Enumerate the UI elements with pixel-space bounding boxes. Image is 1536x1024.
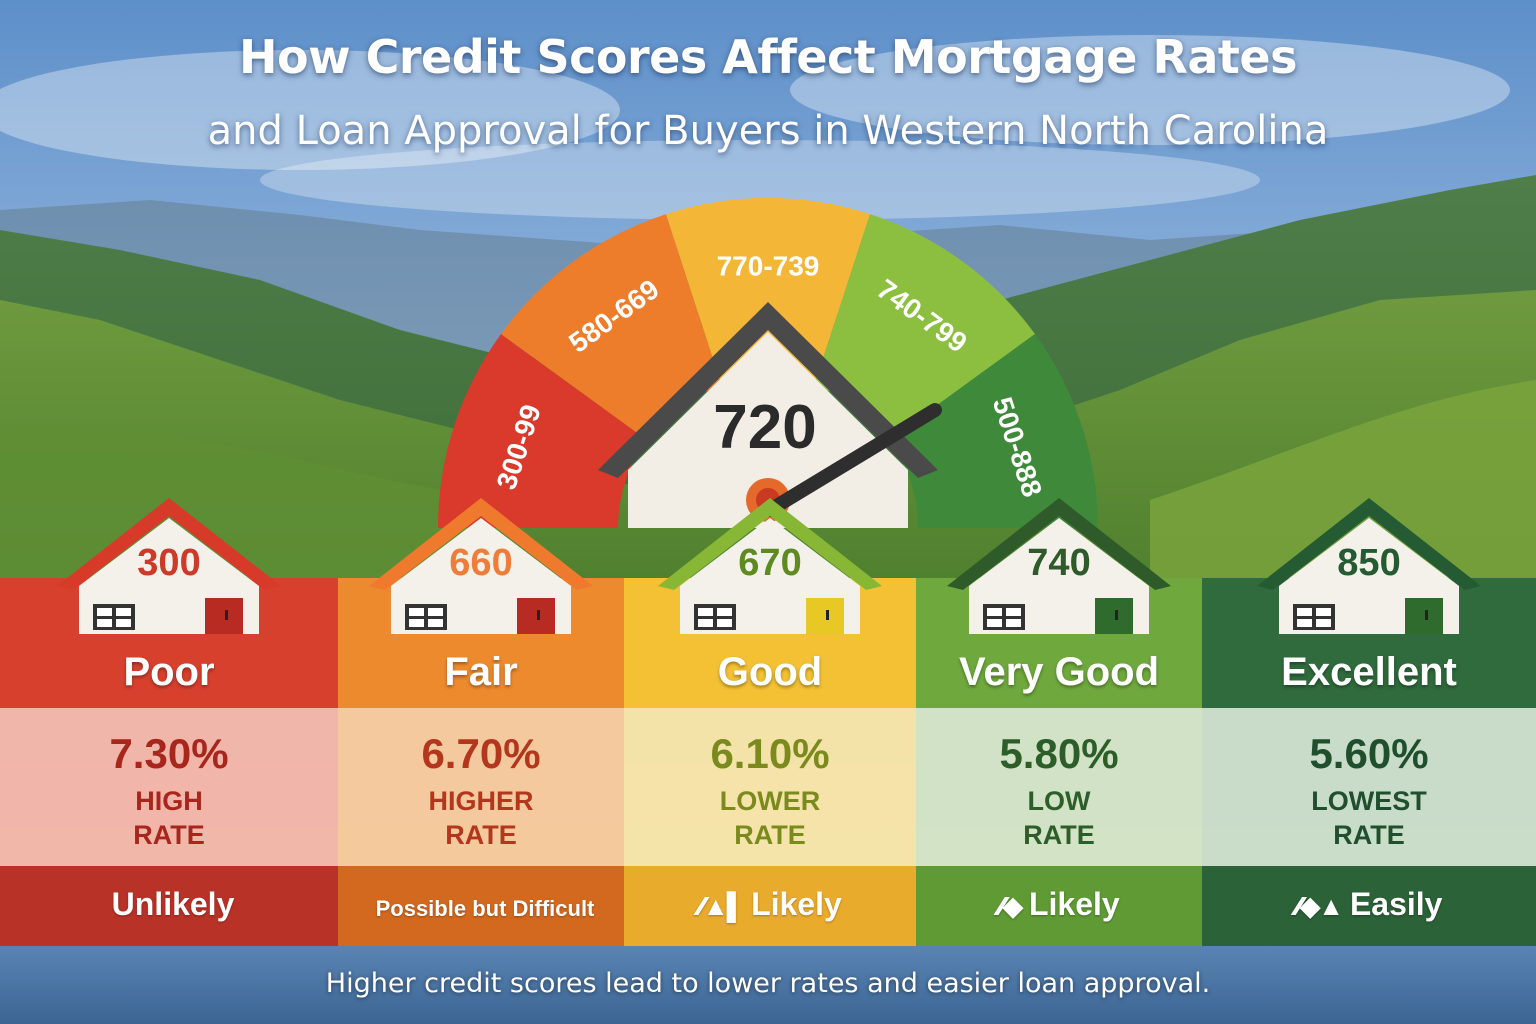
rate-band (916, 708, 1202, 866)
house-score: 670 (738, 542, 802, 584)
approval-status: ⁄⁄◆▲ Easily (1202, 886, 1536, 923)
rate-band (338, 708, 624, 866)
page-title: How Credit Scores Affect Mortgage Rates (238, 30, 1298, 84)
rate-description: LOWEST RATE (1202, 784, 1536, 852)
mortgage-rate: 6.10% (710, 730, 830, 777)
category-label: Poor (123, 650, 215, 694)
approval-band (624, 866, 916, 946)
house-icon (1257, 498, 1481, 634)
rate-description-line-1: LOWEST (1311, 786, 1427, 816)
approval-icon: ⁄⁄▲▌ (698, 891, 745, 921)
category-label: Good (717, 650, 823, 694)
page-subtitle: and Loan Approval for Buyers in Western … (207, 108, 1329, 154)
rate-band (624, 708, 916, 866)
gauge-segment (501, 214, 722, 440)
rate-description: LOWER RATE (624, 784, 916, 852)
approval-band (338, 866, 624, 946)
approval-text: Likely (751, 886, 842, 922)
rate-description-line-2: RATE (1333, 820, 1405, 850)
rate-description-line-2: RATE (133, 820, 205, 850)
house-icon (369, 498, 593, 634)
score-category-poor: 300 Poor 7.30% HIGH RATE Unlikely (0, 498, 338, 946)
approval-text: Likely (1028, 886, 1120, 922)
rate-description-line-1: HIGH (135, 786, 203, 816)
house-score: 740 (1027, 542, 1091, 584)
rate-description-line-1: LOWER (719, 786, 821, 816)
house-icon (57, 498, 281, 634)
rate-band (1202, 708, 1536, 866)
rate-description: HIGHER RATE (338, 784, 624, 852)
house-icon (658, 498, 882, 634)
gauge-segment (438, 334, 647, 528)
rate-description-line-1: LOW (1027, 786, 1091, 816)
approval-status: ⁄⁄◆ Likely (916, 886, 1202, 923)
house-score: 850 (1337, 542, 1401, 584)
mortgage-rate: 5.80% (999, 730, 1119, 777)
category-label: Fair (444, 650, 518, 694)
approval-text: Unlikely (111, 886, 235, 922)
gauge-segment (814, 214, 1035, 440)
approval-status: Unlikely (0, 886, 338, 923)
score-category-columns: 300 Poor 7.30% HIGH RATE Unlikely (0, 498, 1536, 946)
mortgage-rate: 5.60% (1309, 730, 1429, 777)
category-label: Very Good (958, 650, 1160, 694)
score-category-very-good: 740 Very Good 5.80% LOW RATE ⁄⁄◆ Likely (916, 498, 1202, 946)
rate-description: HIGH RATE (0, 784, 338, 852)
approval-icon: ⁄⁄◆▲ (1295, 891, 1344, 921)
current-score: 720 (713, 393, 817, 462)
gauge-segment (889, 334, 1098, 528)
score-category-fair: 660 Fair 6.70% HIGHER RATE Possible but … (338, 498, 624, 946)
rate-description-line-2: RATE (734, 820, 806, 850)
house-score: 660 (449, 542, 513, 584)
mortgage-rate: 7.30% (109, 730, 229, 777)
gauge-needle-icon (763, 403, 942, 517)
score-category-excellent: 850 Excellent 5.60% LOWEST RATE ⁄⁄◆▲ Easi… (1202, 498, 1536, 946)
approval-band (916, 866, 1202, 946)
gauge-segment (666, 198, 870, 386)
rate-band (0, 708, 338, 866)
mortgage-rate: 6.70% (421, 730, 541, 777)
approval-band (1202, 866, 1536, 946)
approval-status: ⁄⁄▲▌ Likely (624, 886, 916, 923)
rate-description-line-2: RATE (445, 820, 517, 850)
approval-status: Possible but Difficult (338, 892, 624, 923)
house-icon (947, 498, 1171, 634)
rate-description: LOW RATE (916, 784, 1202, 852)
rate-description-line-2: RATE (1023, 820, 1095, 850)
approval-icon: ⁄⁄◆ (998, 891, 1023, 921)
house-score: 300 (137, 542, 201, 584)
gauge-segment-label: 770-739 (717, 250, 820, 281)
score-category-good: 670 Good 6.10% LOWER RATE ⁄⁄▲▌ Likely (624, 498, 916, 946)
footer-note: Higher credit scores lead to lower rates… (325, 968, 1211, 999)
approval-band (0, 866, 338, 946)
category-label: Excellent (1281, 650, 1457, 694)
rate-description-line-1: HIGHER (428, 786, 534, 816)
approval-text: Easily (1349, 886, 1443, 922)
approval-text: Possible but Difficult (375, 896, 595, 921)
